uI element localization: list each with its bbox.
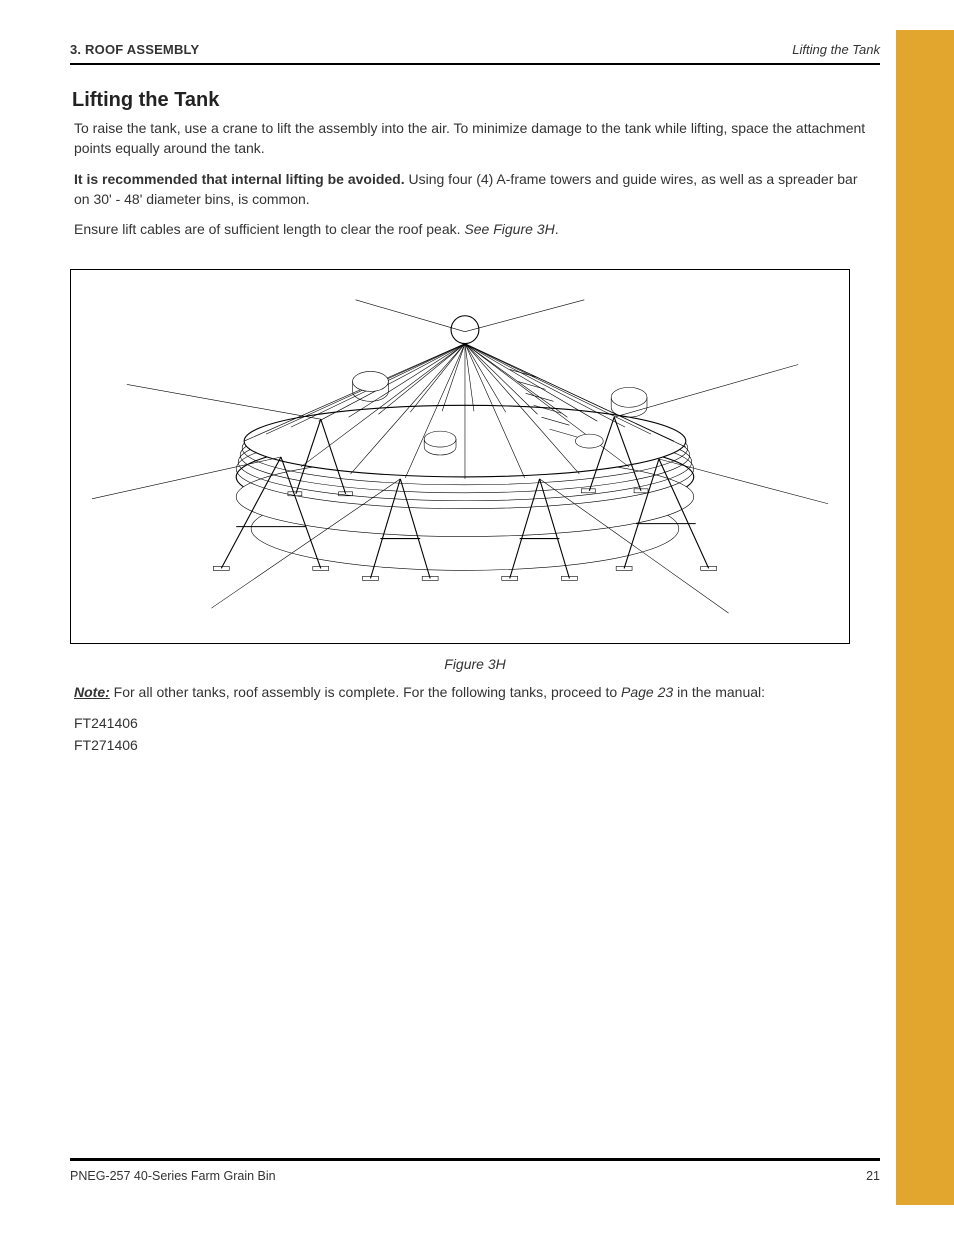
paragraph-3-tail: . <box>555 221 559 237</box>
note-block: Note: For all other tanks, roof assembly… <box>74 682 876 755</box>
note-paragraph: Note: For all other tanks, roof assembly… <box>74 682 876 702</box>
figure-box <box>70 269 850 644</box>
figure-caption-text: Figure 3H <box>444 656 505 672</box>
footer-page: 21 <box>866 1169 880 1183</box>
see-figure-ref: See Figure 3H <box>464 221 554 237</box>
note-label: Note: <box>74 684 110 700</box>
footer-row: PNEG-257 40-Series Farm Grain Bin 21 <box>70 1169 880 1183</box>
running-head: 3. ROOF ASSEMBLY Lifting the Tank <box>70 42 880 57</box>
content-area: 3. ROOF ASSEMBLY Lifting the Tank Liftin… <box>70 42 880 755</box>
side-stripe <box>896 30 954 1205</box>
paragraph-1: To raise the tank, use a crane to lift t… <box>74 118 876 159</box>
note-text-before: For all other tanks, roof assembly is co… <box>110 684 621 700</box>
chapter-label: 3. ROOF ASSEMBLY <box>70 42 199 57</box>
note-model-2: FT271406 <box>74 735 876 755</box>
paragraph-3: Ensure lift cables are of sufficient len… <box>74 219 876 239</box>
body-text: To raise the tank, use a crane to lift t… <box>74 118 876 239</box>
paragraph-3-body: Ensure lift cables are of sufficient len… <box>74 221 464 237</box>
footer-doc: PNEG-257 40-Series Farm Grain Bin <box>70 1169 276 1183</box>
note-text-after: in the manual: <box>673 684 765 700</box>
figure-svg <box>71 270 849 643</box>
header-rule <box>70 63 880 65</box>
footer: PNEG-257 40-Series Farm Grain Bin 21 <box>70 1158 880 1183</box>
note-model-1: FT241406 <box>74 713 876 733</box>
paragraph-2: It is recommended that internal lifting … <box>74 169 876 210</box>
figure-caption: Figure 3H <box>70 656 880 672</box>
page: 3. ROOF ASSEMBLY Lifting the Tank Liftin… <box>0 0 954 1235</box>
paragraph-2-lead: It is recommended that internal lifting … <box>74 171 405 187</box>
section-title: Lifting the Tank <box>72 89 880 112</box>
note-page-ref: Page 23 <box>621 684 673 700</box>
footer-rule <box>70 1158 880 1161</box>
chapter-subhead: Lifting the Tank <box>792 42 880 57</box>
